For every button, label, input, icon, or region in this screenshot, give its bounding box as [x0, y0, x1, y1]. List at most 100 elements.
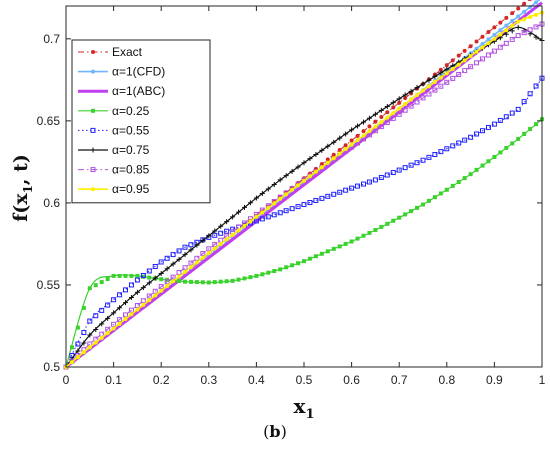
data-point	[432, 79, 437, 84]
legend-entry: α=0.95	[78, 182, 150, 196]
data-point	[319, 165, 324, 170]
data-point	[272, 269, 277, 274]
data-point	[462, 48, 467, 53]
data-point	[313, 254, 318, 259]
data-point	[164, 255, 170, 261]
legend-label: Exact	[112, 45, 143, 59]
data-point	[194, 280, 199, 285]
data-point	[105, 331, 110, 336]
data-point	[176, 248, 182, 254]
data-point	[331, 191, 337, 197]
data-point	[206, 280, 211, 285]
data-point	[462, 58, 467, 63]
data-point	[480, 41, 485, 46]
data-point	[93, 340, 98, 345]
data-point	[272, 201, 277, 206]
data-point	[491, 121, 497, 127]
data-point	[152, 263, 158, 269]
data-point	[397, 100, 402, 105]
data-point	[75, 325, 80, 330]
data-point	[480, 163, 485, 168]
data-point	[265, 186, 271, 192]
data-point	[134, 277, 140, 283]
data-point	[343, 147, 348, 152]
data-point	[99, 335, 104, 340]
data-point	[200, 237, 206, 243]
data-point	[176, 269, 182, 275]
data-point	[492, 25, 497, 30]
data-point	[503, 31, 509, 37]
data-point	[283, 173, 289, 179]
x-tick-label: 0.7	[391, 373, 408, 387]
legend: Exact α=1(CFD) α=1(ABC) α=0.25 α=0.55 α=0.75 α…	[71, 39, 211, 204]
data-point	[319, 195, 325, 201]
legend-label: α=0.75	[112, 143, 150, 157]
data-point	[509, 36, 515, 42]
data-point	[111, 326, 116, 331]
y-axis-title-main: f(x	[10, 193, 32, 222]
data-point	[480, 45, 485, 50]
data-point	[456, 179, 461, 184]
data-point	[266, 270, 271, 275]
data-point	[331, 156, 336, 161]
data-point	[105, 315, 111, 321]
data-point	[397, 215, 402, 220]
data-point	[147, 275, 152, 280]
data-point	[528, 127, 533, 132]
data-point	[444, 63, 449, 68]
data-point	[444, 187, 449, 192]
data-point	[409, 97, 414, 102]
data-point	[403, 96, 408, 101]
data-point	[212, 228, 218, 234]
data-point	[367, 124, 372, 129]
data-point	[260, 210, 265, 215]
data-point	[516, 19, 521, 24]
data-point	[253, 218, 259, 224]
data-point	[295, 204, 301, 210]
data-point	[200, 251, 206, 257]
data-point	[296, 261, 301, 266]
data-point	[456, 62, 461, 67]
data-point	[384, 172, 390, 178]
data-point	[391, 105, 396, 110]
x-tick-label: 0.8	[438, 373, 455, 387]
data-point	[307, 174, 312, 179]
data-point	[492, 32, 497, 37]
data-point	[367, 230, 372, 235]
data-point	[462, 137, 468, 143]
data-point	[123, 287, 128, 293]
data-point	[355, 138, 360, 143]
data-point	[504, 15, 509, 20]
data-point	[75, 341, 81, 347]
data-point	[248, 275, 253, 280]
data-point	[319, 251, 324, 256]
data-point	[396, 96, 402, 102]
data-point	[295, 164, 301, 170]
legend-entry: α=1(CFD)	[78, 65, 165, 79]
data-point	[533, 24, 539, 30]
data-point	[468, 172, 473, 177]
data-point	[177, 274, 182, 279]
y-tick-label: 0.7	[43, 32, 60, 46]
data-point	[349, 185, 355, 191]
data-point	[99, 321, 105, 327]
data-point	[230, 214, 236, 220]
data-point	[313, 152, 319, 158]
x-tick-label: 0.2	[153, 373, 170, 387]
data-point	[515, 106, 521, 112]
data-point	[152, 288, 158, 294]
data-point	[105, 302, 111, 308]
data-point	[307, 256, 312, 261]
data-point	[105, 277, 110, 282]
data-point	[390, 115, 396, 121]
data-point	[420, 81, 426, 87]
data-point	[361, 133, 366, 138]
series-2	[65, 1, 543, 369]
data-point	[397, 106, 402, 111]
data-point	[99, 307, 105, 313]
data-point	[390, 100, 396, 106]
data-point	[349, 239, 354, 244]
data-point	[533, 34, 539, 40]
data-point	[432, 87, 438, 93]
data-point	[69, 360, 74, 365]
